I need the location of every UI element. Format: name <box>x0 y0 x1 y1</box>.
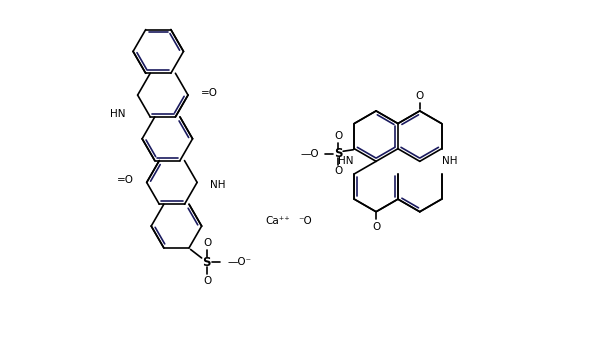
Text: HN: HN <box>338 156 353 166</box>
Text: ⁻O: ⁻O <box>298 216 312 226</box>
Text: O: O <box>203 276 212 286</box>
Text: —O: —O <box>301 149 319 159</box>
Text: =O: =O <box>117 175 134 185</box>
Text: O: O <box>203 238 212 248</box>
Text: S: S <box>334 147 342 160</box>
Text: NH: NH <box>210 180 225 190</box>
Text: O: O <box>415 91 424 101</box>
Text: S: S <box>202 256 211 269</box>
Text: —O⁻: —O⁻ <box>228 257 252 266</box>
Text: =O: =O <box>200 87 218 98</box>
Text: O: O <box>334 166 342 176</box>
Text: O: O <box>334 131 342 141</box>
Text: HN: HN <box>109 109 125 119</box>
Text: NH: NH <box>442 156 458 166</box>
Text: O: O <box>372 222 380 232</box>
Text: Ca⁺⁺: Ca⁺⁺ <box>266 216 290 226</box>
